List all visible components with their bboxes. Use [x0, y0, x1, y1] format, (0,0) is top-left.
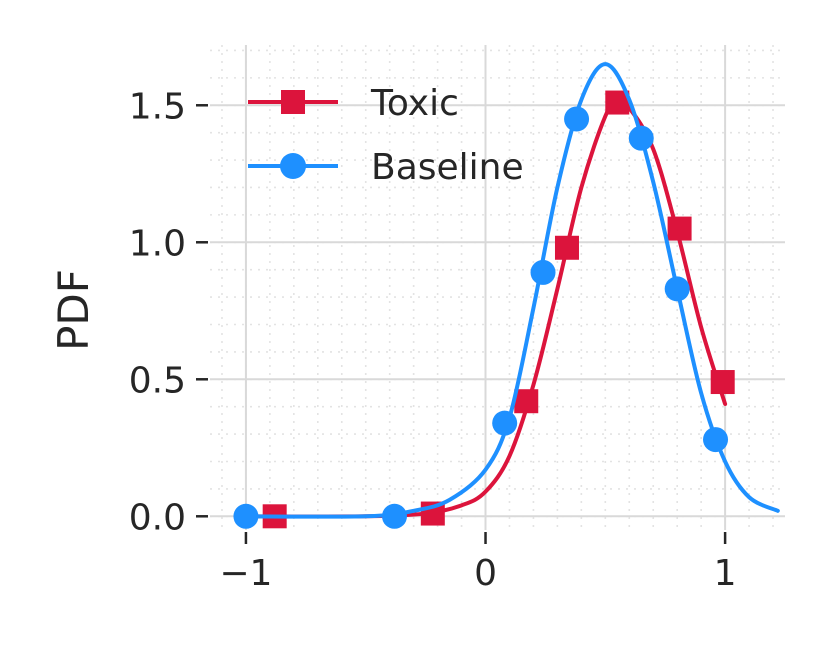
baseline-data-point — [492, 410, 518, 436]
legend: Toxic Baseline — [248, 83, 524, 188]
baseline-data-point — [530, 259, 556, 285]
toxic-data-point — [667, 216, 692, 241]
baseline-data-point — [664, 276, 690, 302]
y-tick-label: 0.0 — [129, 497, 186, 538]
ticks-layer: −1 0 1 0.0 0.5 1.0 1.5 — [129, 86, 737, 594]
toxic-data-point — [514, 389, 539, 414]
y-axis-label: PDF — [49, 269, 98, 351]
toxic-data-point — [710, 370, 735, 395]
baseline-series-line — [243, 62, 780, 519]
baseline-data-point — [564, 106, 590, 132]
baseline-data-point — [233, 503, 259, 529]
toxic-data-point — [554, 235, 579, 260]
major-grid — [210, 45, 785, 530]
legend-baseline-label: Baseline — [371, 147, 524, 188]
x-tick-label: 0 — [474, 553, 497, 594]
minor-grid — [210, 45, 785, 530]
x-tick-label: 1 — [714, 553, 737, 594]
legend-baseline-marker — [280, 153, 306, 179]
y-tick-label: 0.5 — [129, 360, 186, 401]
series-layer — [233, 62, 780, 529]
x-tick-label: −1 — [219, 553, 272, 594]
baseline-data-point — [628, 125, 654, 151]
y-tick-label: 1.0 — [129, 223, 186, 264]
legend-toxic-label: Toxic — [370, 83, 459, 124]
baseline-data-point — [703, 427, 729, 453]
legend-toxic-marker — [281, 90, 305, 114]
baseline-data-point — [381, 503, 407, 529]
y-tick-label: 1.5 — [129, 86, 186, 127]
